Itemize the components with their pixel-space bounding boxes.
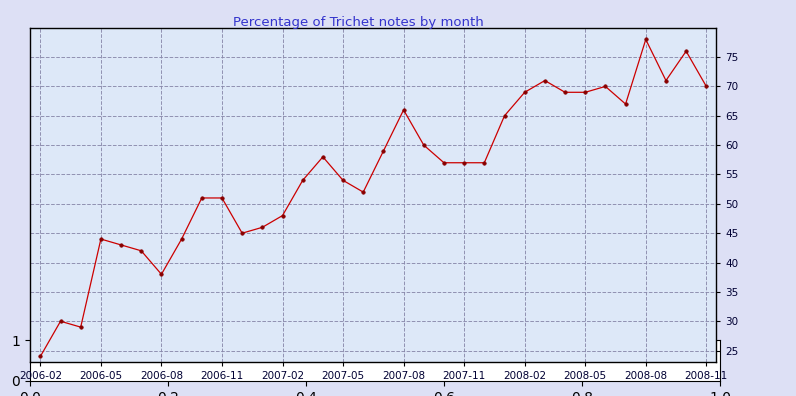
Text: Percentage of Trichet notes by month: Percentage of Trichet notes by month xyxy=(232,16,484,29)
